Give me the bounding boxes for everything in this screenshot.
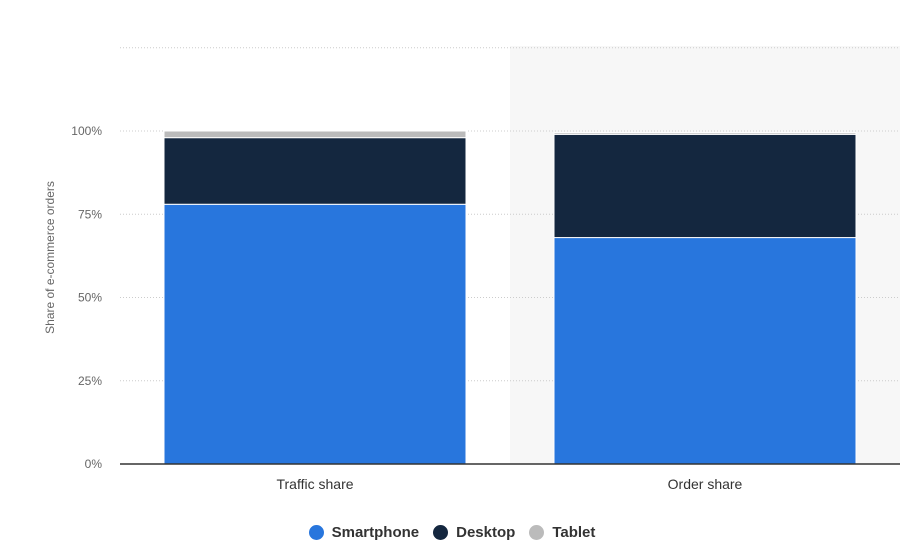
legend-label-tablet: Tablet bbox=[552, 524, 596, 541]
bar-order-share-tablet[interactable] bbox=[553, 132, 857, 135]
stacked-bar-chart: 0% 25% 50% 75% 100% Traffic share Order share… bbox=[43, 46, 900, 492]
bar-order-share-smartphone[interactable] bbox=[553, 237, 857, 465]
bar-traffic-share-desktop[interactable] bbox=[163, 137, 467, 205]
legend-label-smartphone: Smartphone bbox=[331, 524, 420, 541]
bar-order-share-desktop[interactable] bbox=[553, 133, 857, 239]
legend: Smartphone Desktop Tablet bbox=[0, 524, 904, 541]
x-axis-labels: Traffic share Order share bbox=[276, 476, 742, 492]
y-tick-label: 25% bbox=[78, 374, 102, 388]
x-tick-label: Order share bbox=[668, 476, 743, 492]
legend-marker-desktop bbox=[433, 525, 449, 540]
y-tick-label: 50% bbox=[78, 291, 102, 305]
legend-label-desktop: Desktop bbox=[456, 524, 516, 541]
legend-item-smartphone[interactable]: Smartphone bbox=[308, 524, 420, 541]
y-tick-label: 75% bbox=[78, 207, 102, 221]
bar-traffic-share-smartphone[interactable] bbox=[163, 203, 467, 465]
y-axis-ticks: 0% 25% 50% 75% 100% bbox=[71, 124, 102, 471]
legend-item-tablet[interactable]: Tablet bbox=[529, 524, 595, 541]
x-tick-label: Traffic share bbox=[276, 476, 353, 492]
legend-item-desktop[interactable]: Desktop bbox=[433, 524, 515, 541]
y-tick-label: 100% bbox=[71, 124, 102, 138]
legend-marker-tablet bbox=[529, 525, 545, 540]
y-tick-label: 0% bbox=[85, 457, 103, 471]
bars bbox=[163, 130, 857, 465]
legend-marker-smartphone bbox=[308, 525, 324, 540]
bar-traffic-share-tablet[interactable] bbox=[163, 130, 467, 139]
y-axis-label: Share of e-commerce orders bbox=[43, 181, 57, 334]
